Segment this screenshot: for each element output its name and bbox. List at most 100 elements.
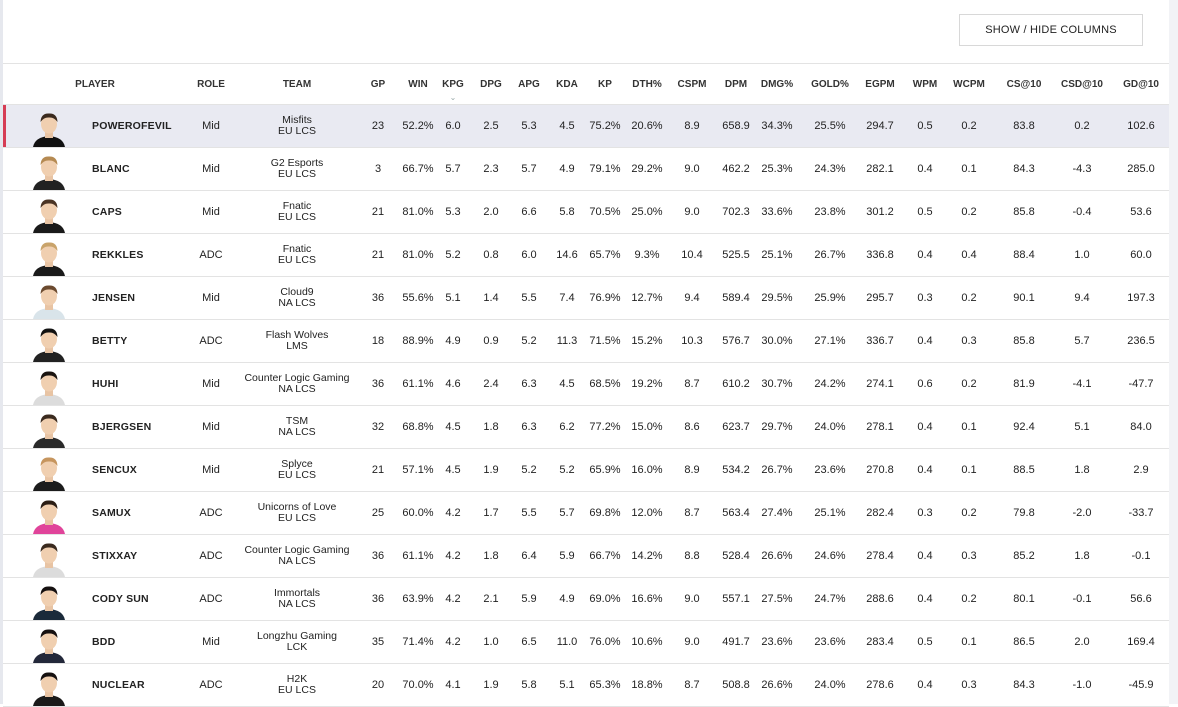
stat-dpm: 491.7 [722,636,750,648]
player-avatar [29,281,69,319]
player-name[interactable]: SAMUX [92,507,131,519]
player-name[interactable]: REKKLES [92,249,144,261]
player-role: Mid [202,120,220,132]
table-row[interactable]: HUHI Mid Counter Logic Gaming NA LCS 36 61.1%… [3,363,1169,406]
team-name: Counter Logic Gaming [244,544,350,556]
table-row[interactable]: CODY SUN ADC Immortals NA LCS 36 63.9% 4.2 2.1 5… [3,578,1169,621]
player-name[interactable]: CAPS [92,206,122,218]
stat-kp: 71.5% [589,335,621,347]
stat-kp: 65.3% [589,679,621,691]
scrollbar-track[interactable] [1169,0,1178,704]
stat-dpg: 0.8 [483,249,499,261]
stat-cspm: 8.7 [684,679,700,691]
player-avatar [29,496,69,534]
stat-dth-pct: 10.6% [631,636,663,648]
player-name[interactable]: JENSEN [92,292,136,304]
column-header-gd-at-10[interactable]: GD@10 [1123,78,1159,90]
stat-apg: 5.7 [521,163,537,175]
player-avatar [29,539,69,577]
stat-win: 81.0% [402,249,434,261]
column-header-cspm[interactable]: CSPM [677,78,707,90]
column-header-dth-pct[interactable]: DTH% [632,78,662,90]
player-name[interactable]: NUCLEAR [92,679,145,691]
player-name[interactable]: BETTY [92,335,128,347]
stat-cs-at-10: 79.8 [1013,507,1035,519]
stat-dpm: 623.7 [722,421,750,433]
stat-dth-pct: 16.0% [631,464,663,476]
stat-kp: 76.9% [589,292,621,304]
table-row[interactable]: CAPS Mid Fnatic EU LCS 21 81.0% 5.3 2.0 6.6 5.8 70… [3,191,1169,234]
column-header-dpg[interactable]: DPG [480,78,502,90]
player-avatar [29,625,69,663]
stat-cspm: 8.6 [684,421,700,433]
table-row[interactable]: STIXXAY ADC Counter Logic Gaming NA LCS 36 61… [3,535,1169,578]
stat-cs-at-10: 84.3 [1013,163,1035,175]
player-role: Mid [202,636,220,648]
player-team: Flash Wolves LMS [266,320,329,362]
column-header-csd-at-10[interactable]: CSD@10 [1061,78,1103,90]
player-name[interactable]: HUHI [92,378,119,390]
column-header-win[interactable]: WIN [408,78,428,90]
column-header-team[interactable]: TEAM [282,78,312,90]
table-row[interactable]: BDD Mid Longzhu Gaming LCK 35 71.4% 4.2 1.0 6.5 1… [3,621,1169,664]
column-header-kda[interactable]: KDA [556,78,578,90]
stat-win: 70.0% [402,679,434,691]
stat-kpg: 4.2 [445,507,461,519]
table-row[interactable]: POWEROFEVIL Mid Misfits EU LCS 23 52.2% 6.0 2.5… [3,105,1169,148]
stat-wpm: 0.3 [917,507,933,519]
stat-kda: 6.2 [559,421,575,433]
stat-win: 60.0% [402,507,434,519]
player-name[interactable]: BJERGSEN [92,421,152,433]
table-row[interactable]: NUCLEAR ADC H2K EU LCS 20 70.0% 4.1 1.9 5.8 5.1 65… [3,664,1169,707]
player-name[interactable]: BDD [92,636,116,648]
table-row[interactable]: SAMUX ADC Unicorns of Love EU LCS 25 60.0% 4.2… [3,492,1169,535]
column-header-dmg-pct[interactable]: DMG% [760,78,794,90]
column-header-kpg[interactable]: KPG [442,78,464,90]
player-name[interactable]: CODY SUN [92,593,149,605]
column-header-gold-pct[interactable]: GOLD% [811,78,849,90]
column-header-wpm[interactable]: WPM [912,78,938,90]
column-header-gp[interactable]: GP [370,78,386,90]
team-league: NA LCS [278,555,316,567]
column-header-role[interactable]: ROLE [197,78,225,90]
column-header-dpm[interactable]: DPM [724,78,748,90]
stat-gp: 23 [371,120,385,132]
stat-win: 52.2% [402,120,434,132]
column-header-wcpm[interactable]: WCPM [953,78,985,90]
stat-kda: 5.9 [559,550,575,562]
stat-kpg: 5.2 [445,249,461,261]
player-name[interactable]: SENCUX [92,464,137,476]
stat-wcpm: 0.2 [961,120,977,132]
column-header-egpm[interactable]: EGPM [865,78,895,90]
stat-wpm: 0.4 [917,163,933,175]
player-name[interactable]: STIXXAY [92,550,138,562]
stat-gd-at-10: 84.0 [1130,421,1152,433]
stat-kp: 70.5% [589,206,621,218]
table-row[interactable]: JENSEN Mid Cloud9 NA LCS 36 55.6% 5.1 1.4 5.5 7.4… [3,277,1169,320]
table-row[interactable]: REKKLES ADC Fnatic EU LCS 21 81.0% 5.2 0.8 6.0 14… [3,234,1169,277]
player-name[interactable]: BLANC [92,163,130,175]
table-row[interactable]: BJERGSEN Mid TSM NA LCS 32 68.8% 4.5 1.8 6.3 6.2 7… [3,406,1169,449]
stat-kda: 4.9 [559,163,575,175]
column-header-apg[interactable]: APG [518,78,540,90]
show-hide-columns-button[interactable]: SHOW / HIDE COLUMNS [959,14,1143,46]
stat-wcpm: 0.2 [961,206,977,218]
player-name[interactable]: POWEROFEVIL [92,120,172,132]
stat-wpm: 0.5 [917,206,933,218]
stat-kp: 69.0% [589,593,621,605]
stat-dmg-pct: 26.6% [761,679,793,691]
table-row[interactable]: BETTY ADC Flash Wolves LMS 18 88.9% 4.9 0.9 5.2 1… [3,320,1169,363]
stat-cs-at-10: 90.1 [1013,292,1035,304]
column-header-cs-at-10[interactable]: CS@10 [1006,78,1042,90]
stat-kpg: 4.2 [445,550,461,562]
table-row[interactable]: BLANC Mid G2 Esports EU LCS 3 66.7% 5.7 2.3 5.7 4… [3,148,1169,191]
column-header-kp[interactable]: KP [598,78,612,90]
table-row[interactable]: SENCUX Mid Splyce EU LCS 21 57.1% 4.5 1.9 5.2 5.2… [3,449,1169,492]
stat-wcpm: 0.3 [961,679,977,691]
stat-apg: 6.4 [521,550,537,562]
stat-dpg: 1.7 [483,507,499,519]
column-header-player[interactable]: PLAYER [75,78,115,90]
stat-apg: 6.5 [521,636,537,648]
stat-gd-at-10: 236.5 [1127,335,1155,347]
player-avatar [29,453,69,491]
